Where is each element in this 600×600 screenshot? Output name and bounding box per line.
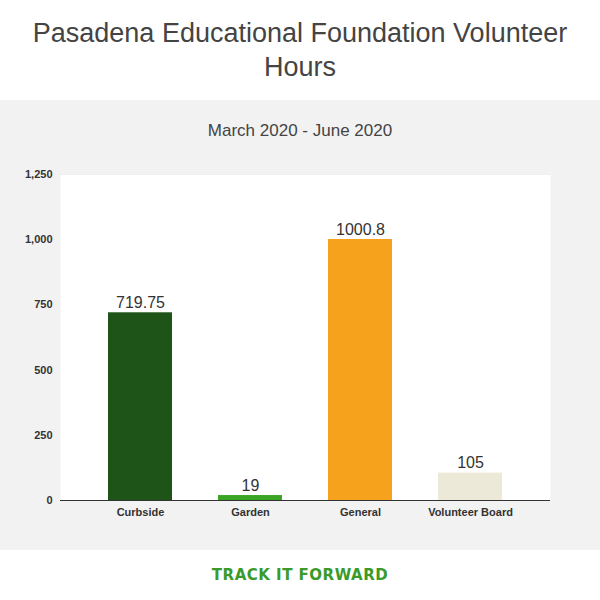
svg-text:0: 0 [46,494,52,506]
html-text:March 2020 - June 2020: March 2020 - June 2020 [207,121,393,140]
svg-text:105: 105 [457,454,484,471]
svg-text:1000.8: 1000.8 [336,221,385,238]
svg-text:19: 19 [242,477,260,494]
svg-text:250: 250 [34,429,52,441]
html-text:Pasadena Educational Foundatio: Pasadena Educational Foundation Voluntee… [32,18,568,82]
svg-text:500: 500 [34,364,52,376]
html-text:TRACK IT FORWARD: TRACK IT FORWARD [211,566,389,584]
svg-text:719.75: 719.75 [116,294,165,311]
svg-text:Curbside: Curbside [117,506,165,518]
svg-text:1,250: 1,250 [25,168,53,180]
svg-text:750: 750 [34,298,52,310]
svg-text:General: General [340,506,381,518]
svg-text:1,000: 1,000 [25,233,53,245]
svg-text:Volunteer Board: Volunteer Board [428,506,513,518]
svg-text:Garden: Garden [231,506,270,518]
